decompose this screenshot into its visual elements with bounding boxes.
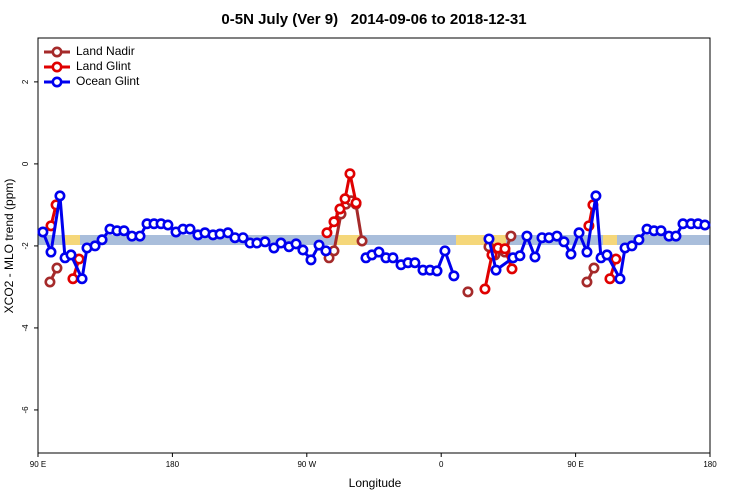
data-point [320,245,332,257]
y-axis-label: XCO2 - MLO trend (ppm) [2,179,16,314]
data-point [89,240,101,252]
data-point [118,225,130,237]
data-point [581,276,593,288]
legend-label: Ocean Glint [76,74,140,88]
x-tick-label: 90 E [567,460,583,469]
data-point [551,230,563,242]
data-point [134,230,146,242]
legend-marker [51,76,63,88]
data-point [490,264,502,276]
data-point [590,190,602,202]
data-point [313,239,325,251]
data-point [604,273,616,285]
data-point [350,197,362,209]
data-point [439,245,451,257]
data-point [529,251,541,263]
data-point [448,270,460,282]
data-point [633,234,645,246]
x-tick-label: 90 W [297,460,316,469]
data-point [581,246,593,258]
data-point [37,226,49,238]
surface-band [38,235,710,245]
data-point [373,246,385,258]
data-point [51,262,63,274]
data-point [699,219,711,231]
data-point [65,249,77,261]
legend-label: Land Nadir [76,44,135,58]
data-point [558,236,570,248]
data-point [409,257,421,269]
data-point [222,227,234,239]
data-point [670,230,682,242]
land-band [603,235,617,245]
x-tick-label: 0 [439,460,444,469]
data-point [344,168,356,180]
data-point [483,233,495,245]
data-point [573,227,585,239]
y-tick-label: -2 [21,242,30,250]
data-point [387,252,399,264]
data-point [431,265,443,277]
y-tick-label: 2 [21,79,30,84]
y-tick-label: -6 [21,406,30,414]
data-point [44,276,56,288]
data-point [73,253,85,265]
data-point [462,286,474,298]
data-point [655,225,667,237]
land-band [456,235,506,245]
data-point [290,238,302,250]
y-tick-label: 0 [21,161,30,166]
data-point [297,244,309,256]
land-band [336,235,362,245]
data-point [588,262,600,274]
plot-frame [37,37,711,454]
data-point [601,249,613,261]
legend-marker [51,61,63,73]
data-point [305,254,317,266]
x-axis-label: Longitude [349,476,402,490]
series-line [49,172,618,290]
data-point [259,236,271,248]
data-point [96,234,108,246]
data-point [356,235,368,247]
data-point [505,230,517,242]
data-point [321,227,333,239]
land-band [63,235,80,245]
chart-title: 0-5N July (Ver 9) 2014-09-06 to 2018-12-… [221,11,526,28]
data-point [184,223,196,235]
data-point [521,230,533,242]
x-tick-label: 180 [703,460,717,469]
data-point [328,216,340,228]
data-point [237,232,249,244]
data-point [610,253,622,265]
data-point [67,273,79,285]
y-tick-label: -4 [21,324,30,332]
data-point [565,248,577,260]
data-point [54,190,66,202]
data-point [499,243,511,255]
data-point [614,273,626,285]
data-point [479,283,491,295]
legend-marker [51,46,63,58]
ocean-band [38,235,710,245]
data-point [506,263,518,275]
data-point [45,246,57,258]
data-point [339,193,351,205]
x-tick-label: 180 [166,460,180,469]
data-point [514,250,526,262]
x-tick-label: 90 E [30,460,46,469]
legend-label: Land Glint [76,59,131,73]
data-point [76,273,88,285]
data-point [162,219,174,231]
data-point [334,203,346,215]
data-point [626,240,638,252]
data-point [268,242,280,254]
